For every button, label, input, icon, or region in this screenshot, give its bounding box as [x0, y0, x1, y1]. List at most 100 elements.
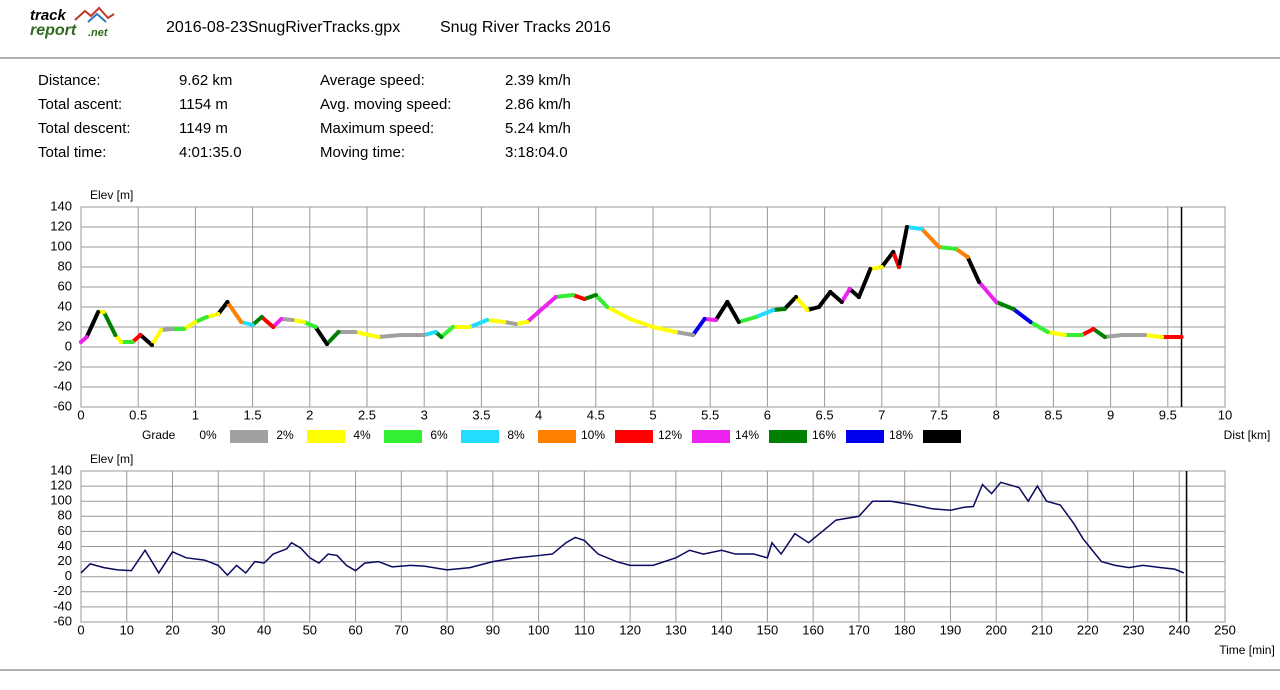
stat-value: 1149 m	[179, 120, 228, 137]
grade-segment	[313, 325, 329, 346]
x-tick-label: 10	[120, 622, 134, 637]
grade-segment	[1142, 333, 1165, 339]
grade-segment	[673, 330, 696, 337]
grade-point	[965, 255, 970, 259]
y-tick-label: 20	[58, 553, 72, 568]
grade-segment	[101, 310, 118, 337]
grade-segment	[84, 310, 101, 339]
elevation-line	[80, 481, 1185, 577]
grade-point	[847, 287, 852, 291]
grade-point	[651, 325, 655, 329]
grade-segment	[467, 318, 490, 329]
grade-point	[725, 300, 730, 304]
y-tick-label: 140	[50, 462, 72, 477]
grade-point	[525, 320, 530, 324]
grade-point	[439, 335, 444, 339]
x-tick-label: 30	[211, 622, 225, 637]
grade-segment	[816, 290, 833, 309]
grade-segment	[324, 330, 341, 346]
grade-point	[570, 293, 575, 297]
grade-segment	[937, 245, 959, 251]
stat-label: Maximum speed:	[320, 120, 434, 137]
grade-segment	[651, 325, 678, 334]
grade-point	[313, 325, 318, 329]
y-tick-label: 0	[65, 338, 72, 353]
x-tick-label: 80	[440, 622, 454, 637]
y-axis-label: Elev [m]	[90, 188, 133, 202]
grade-point	[713, 318, 718, 322]
stat-label: Average speed:	[320, 72, 425, 89]
grade-point	[193, 320, 198, 324]
grade-point	[919, 227, 924, 231]
x-tick-label: 60	[348, 622, 362, 637]
x-tick-label: 70	[394, 622, 408, 637]
grade-segment	[839, 287, 852, 304]
grade-segment	[570, 293, 587, 301]
grade-segment	[896, 225, 909, 269]
grade-segment	[628, 317, 655, 329]
x-tick-label: 3.5	[472, 407, 490, 422]
x-tick-label: 0.5	[129, 407, 147, 422]
legend-label: 10%	[581, 428, 605, 442]
grade-point	[259, 315, 264, 319]
x-tick-label: 210	[1031, 622, 1053, 637]
x-tick-label: 1	[192, 407, 199, 422]
grade-point	[673, 330, 678, 334]
legend-swatch	[846, 430, 884, 443]
x-tick-label: 240	[1168, 622, 1190, 637]
legend-swatch	[692, 430, 730, 443]
grade-point	[422, 333, 427, 337]
grade-point	[119, 340, 124, 344]
grade-point	[582, 297, 587, 301]
grade-point	[794, 295, 798, 299]
grade-point	[502, 320, 507, 324]
grade-segment	[216, 300, 230, 316]
legend-label: 18%	[889, 428, 913, 442]
grade-point	[302, 320, 307, 324]
y-tick-label: 0	[65, 568, 72, 583]
grade-point	[753, 315, 758, 319]
grade-segment	[525, 310, 541, 324]
grade-point	[101, 310, 106, 314]
legend-swatch	[769, 430, 807, 443]
x-tick-label: 9.5	[1159, 407, 1177, 422]
grade-point	[113, 333, 118, 337]
legend-swatch	[307, 430, 345, 443]
legend-title: Grade	[142, 428, 176, 442]
y-tick-label: 100	[50, 493, 72, 508]
grade-point	[216, 312, 221, 316]
grade-segment	[193, 315, 209, 324]
grade-point	[828, 290, 833, 294]
x-axis-label: Dist [km]	[1224, 428, 1271, 442]
grade-point	[868, 267, 873, 271]
grade-segment	[259, 315, 276, 329]
x-tick-label: 6	[764, 407, 771, 422]
grade-point	[279, 317, 284, 321]
x-tick-label: 7.5	[930, 407, 948, 422]
grade-point	[937, 245, 941, 249]
stat-value: 4:01:35.0	[179, 144, 242, 161]
x-tick-label: 90	[486, 622, 500, 637]
grade-segment	[994, 300, 1016, 311]
grade-point	[513, 322, 518, 326]
grade-segment	[553, 293, 575, 299]
legend-swatch	[230, 430, 268, 443]
grade-segment	[879, 250, 896, 269]
grade-point	[170, 327, 175, 331]
grade-point	[896, 265, 901, 269]
y-tick-label: -20	[53, 583, 72, 598]
grade-segment	[828, 290, 844, 304]
grade-segment	[794, 295, 810, 312]
grade-segment	[1028, 320, 1050, 334]
grade-segment	[376, 333, 404, 339]
grade-segment	[138, 333, 154, 347]
grade-point	[138, 333, 143, 337]
y-tick-label: -60	[53, 613, 72, 628]
grade-point	[149, 343, 154, 347]
grade-point	[485, 318, 490, 322]
grade-segment	[181, 320, 198, 331]
grade-point	[1045, 330, 1050, 334]
stat-value: 2.86 km/h	[505, 96, 571, 113]
legend-label: 16%	[812, 428, 836, 442]
